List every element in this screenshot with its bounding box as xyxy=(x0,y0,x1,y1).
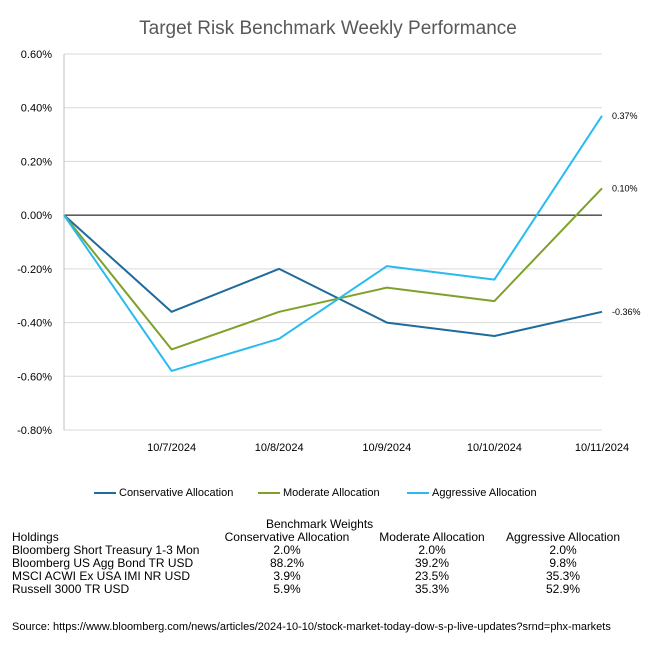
legend-swatch-moderate xyxy=(258,492,280,494)
x-tick-label: 10/9/2024 xyxy=(362,442,411,454)
legend-item-moderate[interactable]: Moderate Allocation xyxy=(258,487,380,499)
legend-swatch-conservative xyxy=(94,492,116,494)
x-tick-label: 10/7/2024 xyxy=(147,442,196,454)
header-conservative: Conservative Allocation xyxy=(224,530,350,544)
line-chart: Target Risk Benchmark Weekly Performance… xyxy=(17,18,641,454)
aggressive-weight: 9.8% xyxy=(549,556,577,570)
conservative-weight: 5.9% xyxy=(273,582,301,596)
aggressive-weight: 2.0% xyxy=(549,543,577,557)
conservative-weight: 3.9% xyxy=(273,569,301,583)
y-tick-label: 0.60% xyxy=(21,49,52,61)
end-data-label: 0.10% xyxy=(612,183,638,193)
y-tick-label: 0.40% xyxy=(21,103,52,115)
moderate-weight: 35.3% xyxy=(414,582,450,596)
conservative-weight: 2.0% xyxy=(273,543,301,557)
header-holdings: Holdings xyxy=(12,531,59,544)
y-tick-label: -0.20% xyxy=(17,264,52,276)
source-note: Source: https://www.bloomberg.com/news/a… xyxy=(12,621,611,633)
x-tick-label: 10/11/2024 xyxy=(575,442,629,454)
legend-label-conservative: Conservative Allocation xyxy=(119,487,234,499)
series-lines xyxy=(63,115,603,372)
y-tick-label: 0.00% xyxy=(21,210,52,222)
end-data-label: 0.37% xyxy=(612,111,638,121)
aggressive-weight: 35.3% xyxy=(545,569,581,583)
y-tick-label: -0.60% xyxy=(17,371,52,383)
x-tick-label: 10/8/2024 xyxy=(255,442,304,454)
holding-name: Bloomberg Short Treasury 1-3 Mon xyxy=(12,544,200,557)
legend-label-moderate: Moderate Allocation xyxy=(283,487,380,499)
x-axis-ticks: 10/7/2024 10/8/2024 10/9/2024 10/10/2024 10/… xyxy=(147,442,629,454)
moderate-weight: 2.0% xyxy=(418,543,446,557)
y-tick-label: 0.20% xyxy=(21,156,52,168)
holding-name: Russell 3000 TR USD xyxy=(12,583,130,596)
header-aggressive: Aggressive Allocation xyxy=(505,530,621,544)
holding-name: Bloomberg US Agg Bond TR USD xyxy=(12,557,194,570)
chart-title: Target Risk Benchmark Weekly Performance xyxy=(139,18,517,39)
legend-item-conservative[interactable]: Conservative Allocation xyxy=(94,487,233,499)
end-labels: -0.36% 0.10% 0.37% xyxy=(612,111,641,317)
table-row: Bloomberg US Agg Bond TR USD 88.2% 39.2%… xyxy=(12,557,648,570)
legend-item-aggressive[interactable]: Aggressive Allocation xyxy=(407,487,537,499)
table-row: Bloomberg Short Treasury 1-3 Mon 2.0% 2.… xyxy=(12,544,648,557)
table-row: MSCI ACWI Ex USA IMI NR USD 3.9% 23.5% 3… xyxy=(12,570,648,583)
y-tick-label: -0.40% xyxy=(17,318,52,330)
moderate-weight: 39.2% xyxy=(414,556,450,570)
grid-lines xyxy=(63,53,602,431)
y-tick-label: -0.80% xyxy=(17,425,52,437)
end-data-label: -0.36% xyxy=(612,307,641,317)
y-axis-ticks: -0.80% -0.60% -0.40% -0.20% 0.00% 0.20% 0.40% 0… xyxy=(17,49,52,437)
legend-label-aggressive: Aggressive Allocation xyxy=(432,487,537,499)
weights-table-title: Benchmark Weights xyxy=(266,517,374,531)
holding-name: MSCI ACWI Ex USA IMI NR USD xyxy=(12,570,191,583)
x-tick-label: 10/10/2024 xyxy=(467,442,522,454)
aggressive-weight: 52.9% xyxy=(545,582,581,596)
header-moderate: Moderate Allocation xyxy=(379,530,485,544)
table-row: Russell 3000 TR USD 5.9% 35.3% 52.9% xyxy=(12,583,648,596)
legend: Conservative Allocation Moderate Allocat… xyxy=(0,487,656,503)
series-line-0 xyxy=(63,214,603,337)
weights-header-row: Holdings Conservative Allocation Moderat… xyxy=(12,531,648,544)
series-line-1 xyxy=(63,187,603,351)
series-line-2 xyxy=(63,115,603,372)
conservative-weight: 88.2% xyxy=(269,556,305,570)
moderate-weight: 23.5% xyxy=(414,569,450,583)
legend-swatch-aggressive xyxy=(407,492,429,494)
